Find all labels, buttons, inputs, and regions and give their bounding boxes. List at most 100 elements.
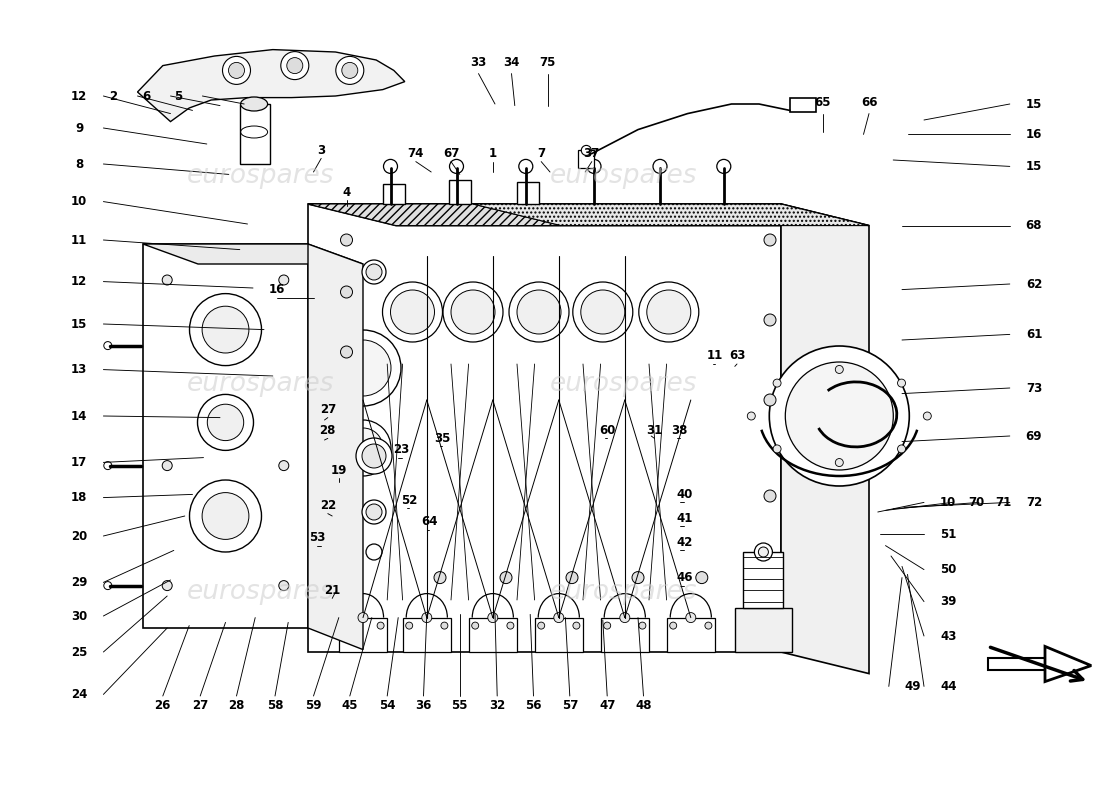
Text: 55: 55 [451,699,468,712]
Text: 64: 64 [420,515,438,528]
Circle shape [342,622,349,629]
Text: 12: 12 [72,275,87,288]
Text: 12: 12 [72,90,87,102]
Text: 37: 37 [584,147,600,160]
Circle shape [103,342,112,350]
Text: 59: 59 [306,699,321,712]
Circle shape [362,500,386,524]
Text: 7: 7 [537,147,546,160]
Polygon shape [667,618,715,652]
Polygon shape [469,618,517,652]
Circle shape [898,445,905,453]
Text: 20: 20 [72,530,87,542]
Text: 62: 62 [1026,278,1042,290]
Circle shape [341,234,352,246]
Circle shape [324,330,402,406]
Circle shape [207,404,244,441]
Text: 19: 19 [331,464,346,477]
Text: 40: 40 [676,488,692,501]
Text: 1: 1 [488,147,497,160]
Circle shape [366,544,382,560]
Circle shape [366,504,382,520]
Text: 10: 10 [72,195,87,208]
Text: 48: 48 [636,699,651,712]
Text: 58: 58 [266,699,284,712]
Polygon shape [383,184,405,204]
Text: 24: 24 [72,688,87,701]
Polygon shape [403,618,451,652]
Text: 60: 60 [600,424,615,437]
Text: 18: 18 [72,491,87,504]
Circle shape [538,622,544,629]
Circle shape [696,571,707,583]
Circle shape [341,286,352,298]
Circle shape [619,613,630,622]
Circle shape [356,438,392,474]
Text: 44: 44 [939,680,956,693]
Text: 16: 16 [270,283,285,296]
Circle shape [747,412,756,420]
Text: 27: 27 [192,699,208,712]
Circle shape [441,622,448,629]
Circle shape [581,146,592,155]
Text: 32: 32 [490,699,505,712]
Circle shape [343,428,383,468]
Circle shape [103,462,112,470]
Circle shape [202,306,249,353]
Text: 66: 66 [860,96,878,109]
Circle shape [450,159,463,174]
Circle shape [639,282,698,342]
Text: 42: 42 [676,536,692,549]
Circle shape [472,622,478,629]
Text: 15: 15 [1026,98,1042,110]
Text: 73: 73 [1026,382,1042,394]
Circle shape [835,366,844,374]
Polygon shape [449,180,471,204]
Text: 25: 25 [72,646,87,658]
Polygon shape [790,98,816,112]
Text: 49: 49 [904,680,922,693]
Text: 38: 38 [672,424,688,437]
Circle shape [573,282,632,342]
Polygon shape [308,204,869,226]
Text: 70: 70 [969,496,984,509]
Circle shape [764,570,776,582]
Circle shape [390,290,435,334]
Circle shape [336,340,390,396]
Circle shape [632,571,644,583]
Circle shape [705,622,712,629]
Text: 26: 26 [155,699,170,712]
Circle shape [278,275,289,285]
Circle shape [604,622,611,629]
Text: 31: 31 [647,424,662,437]
Circle shape [758,547,769,557]
Polygon shape [473,204,869,226]
Text: 14: 14 [72,410,87,422]
Text: 33: 33 [471,56,486,69]
Polygon shape [339,618,387,652]
Circle shape [573,622,580,629]
Polygon shape [517,182,539,204]
Text: 52: 52 [402,494,417,506]
Text: 4: 4 [342,186,351,198]
Circle shape [519,159,532,174]
Text: 74: 74 [408,147,424,160]
Text: 50: 50 [940,563,956,576]
Text: 65: 65 [814,96,832,109]
Polygon shape [1045,646,1091,682]
Text: 36: 36 [416,699,431,712]
Ellipse shape [241,97,267,111]
Text: 2: 2 [109,90,118,102]
Circle shape [103,582,112,590]
Circle shape [280,51,309,80]
Circle shape [443,282,503,342]
Text: 63: 63 [729,350,745,362]
Text: eurospares: eurospares [550,371,697,397]
Circle shape [898,379,905,387]
Text: 45: 45 [341,699,359,712]
Polygon shape [535,618,583,652]
Text: 75: 75 [540,56,556,69]
Text: 72: 72 [1026,496,1042,509]
Circle shape [162,581,173,590]
Circle shape [764,234,776,246]
